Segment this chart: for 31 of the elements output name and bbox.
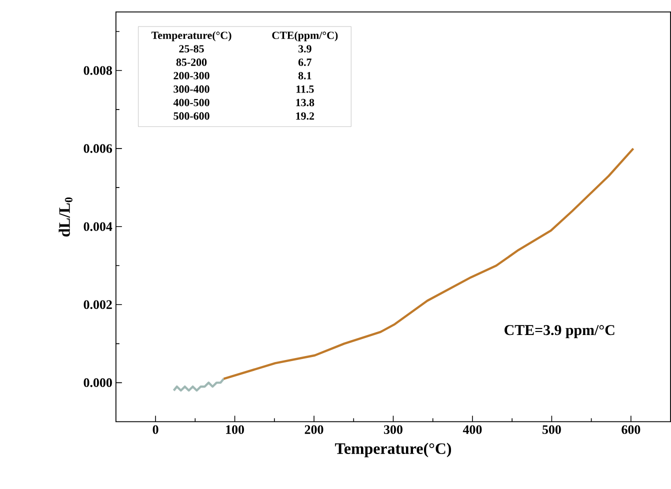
annotation: 3.9 [298, 45, 312, 53]
y-tick-label: 0.008 [84, 66, 112, 76]
y-tick-label: 0.004 [84, 222, 112, 232]
y-tick-label: 0.000 [84, 378, 112, 388]
annotation: Temperature(°C) [151, 32, 232, 42]
y-axis-title: dL/L$_{0}$ [58, 198, 72, 237]
x-tick-label: 300 [384, 425, 402, 434]
annotation: CTE(ppm/°C) [272, 32, 338, 42]
annotation: 19.2 [296, 112, 314, 120]
annotation: 11.5 [296, 86, 314, 94]
annotation: 500-600 [174, 112, 210, 120]
line-series [222, 148, 634, 380]
y-tick-label: 0.006 [84, 144, 112, 154]
annotation: 400-500 [173, 99, 210, 106]
annotation: 13.8 [296, 99, 314, 106]
annotation: 85-200 [176, 58, 207, 66]
x-tick-label: 400 [462, 425, 482, 434]
annotation: 300-400 [174, 86, 210, 93]
annotation: 8.1 [298, 72, 312, 80]
line-series [172, 378, 225, 392]
y-tick-label: 0.002 [84, 300, 112, 310]
x-tick-label: 100 [226, 425, 244, 434]
x-tick-label: 0 [152, 425, 158, 434]
annotation: CTE=3.9 ppm/°C [504, 325, 614, 338]
annotation: 25-85 [179, 45, 204, 53]
x-axis-title: Temperature(°C) [335, 442, 452, 458]
annotation: 6.7 [298, 58, 312, 66]
x-tick-label: 500 [542, 425, 561, 434]
annotation: 200-300 [174, 72, 210, 80]
x-tick-label: 200 [304, 425, 324, 434]
x-tick-label: 600 [622, 425, 640, 434]
